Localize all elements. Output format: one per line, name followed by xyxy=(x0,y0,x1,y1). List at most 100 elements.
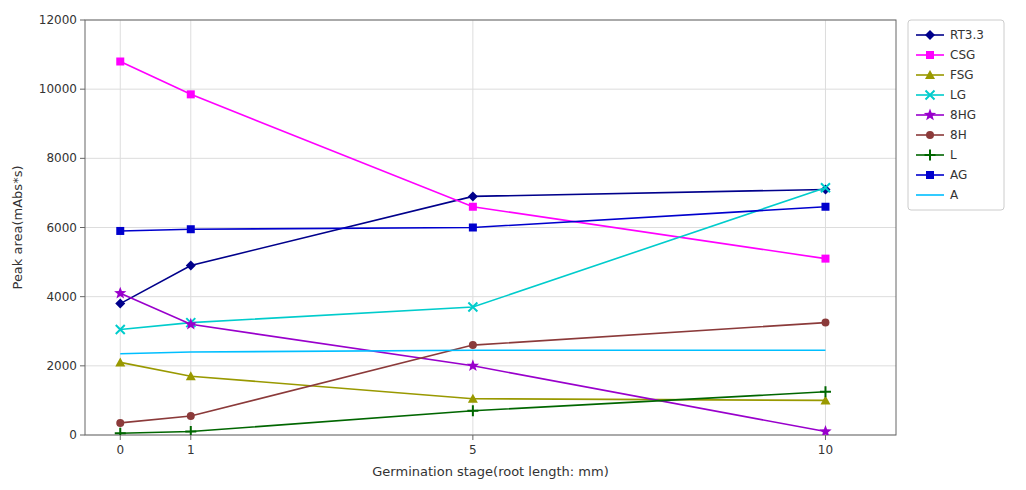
legend-label: AG xyxy=(950,168,967,182)
point xyxy=(115,357,125,366)
point xyxy=(186,371,196,380)
legend-marker xyxy=(926,51,934,59)
legend-label: RT3.3 xyxy=(950,28,984,42)
legend-marker xyxy=(925,70,935,79)
x-axis-label: Germination stage(root length: mm) xyxy=(372,464,608,479)
tick-mark xyxy=(190,435,191,440)
line xyxy=(120,323,825,423)
point xyxy=(821,203,829,211)
line xyxy=(120,188,825,330)
grid-line xyxy=(85,158,896,159)
point xyxy=(185,318,197,330)
legend-label: A xyxy=(950,188,959,202)
point xyxy=(186,261,196,271)
line xyxy=(120,350,825,353)
tick-label: 0 xyxy=(116,443,124,457)
legend-marker xyxy=(924,109,936,121)
legend-label: FSG xyxy=(950,68,974,82)
tick-label: 10000 xyxy=(39,82,77,96)
grid xyxy=(85,20,896,435)
point xyxy=(467,405,478,416)
series xyxy=(115,386,831,435)
legend-label: 8H xyxy=(950,128,967,142)
tick-mark xyxy=(472,435,473,440)
tick-label: 1 xyxy=(187,443,195,457)
series xyxy=(115,184,830,308)
tick-mark xyxy=(80,227,85,228)
tick-label: 8000 xyxy=(46,151,77,165)
point xyxy=(185,426,196,435)
point xyxy=(468,191,478,201)
plot-frame xyxy=(85,20,896,435)
legend-label: LG xyxy=(950,88,966,102)
legend-box xyxy=(908,20,1004,210)
point xyxy=(467,359,479,371)
tick-mark xyxy=(80,365,85,366)
legend-marker xyxy=(925,30,935,40)
line xyxy=(120,392,825,434)
tick-mark xyxy=(80,435,85,436)
tick-mark xyxy=(80,158,85,159)
point xyxy=(821,319,829,327)
point xyxy=(187,225,195,233)
data xyxy=(114,58,832,436)
tick-label: 12000 xyxy=(39,13,77,27)
point xyxy=(187,90,195,98)
point xyxy=(187,412,195,420)
point xyxy=(468,303,477,312)
point xyxy=(469,203,477,211)
y-axis-label: Peak area(mAbs*s) xyxy=(10,166,25,290)
tick-mark xyxy=(80,296,85,297)
legend-marker xyxy=(926,91,935,100)
line xyxy=(120,189,825,303)
axes: 0 2000 4000 6000 8000 10000 12000 0 1 5 10 xyxy=(39,13,896,457)
series xyxy=(116,203,829,235)
legend-line xyxy=(916,194,944,196)
tick-label: 10 xyxy=(818,443,833,457)
legend-marker xyxy=(926,171,934,179)
series xyxy=(120,350,825,353)
point xyxy=(116,227,124,235)
series xyxy=(116,319,829,427)
point xyxy=(821,255,829,263)
tick-mark xyxy=(120,435,121,440)
legend-marker xyxy=(926,131,934,139)
point xyxy=(115,428,126,435)
point xyxy=(469,224,477,232)
chart: 0 2000 4000 6000 8000 10000 12000 0 1 5 10 Germinat… xyxy=(0,0,1026,490)
point xyxy=(115,299,125,309)
plot-background xyxy=(85,20,896,435)
page: {"chart_data": {"type": "line", "x": [0,… xyxy=(0,0,1026,490)
point xyxy=(116,325,125,334)
tick-label: 2000 xyxy=(46,359,77,373)
point xyxy=(819,425,831,435)
tick-mark xyxy=(825,435,826,440)
grid-line xyxy=(825,20,826,435)
line xyxy=(120,62,825,259)
point xyxy=(116,419,124,427)
tick-label: 4000 xyxy=(46,290,77,304)
grid-line xyxy=(85,296,896,297)
point xyxy=(469,341,477,349)
point xyxy=(116,58,124,66)
legend-label: L xyxy=(950,148,957,162)
tick-mark xyxy=(80,20,85,21)
grid-line xyxy=(85,365,896,366)
line xyxy=(120,207,825,231)
series xyxy=(116,183,830,334)
tick-label: 5 xyxy=(469,443,477,457)
legend-marker xyxy=(925,150,936,161)
series xyxy=(116,58,829,263)
grid-line xyxy=(85,89,896,90)
point xyxy=(114,287,126,299)
tick-mark xyxy=(80,89,85,90)
legend: RT3.3 CSG FSG LG 8HG 8H L AG A xyxy=(908,20,1004,210)
legend-label: CSG xyxy=(950,48,975,62)
point xyxy=(468,394,478,403)
series xyxy=(114,287,832,435)
tick-label: 6000 xyxy=(46,221,77,235)
point xyxy=(820,386,831,397)
legend-label: 8HG xyxy=(950,108,976,122)
tick-label: 0 xyxy=(69,428,77,442)
line xyxy=(120,293,825,431)
